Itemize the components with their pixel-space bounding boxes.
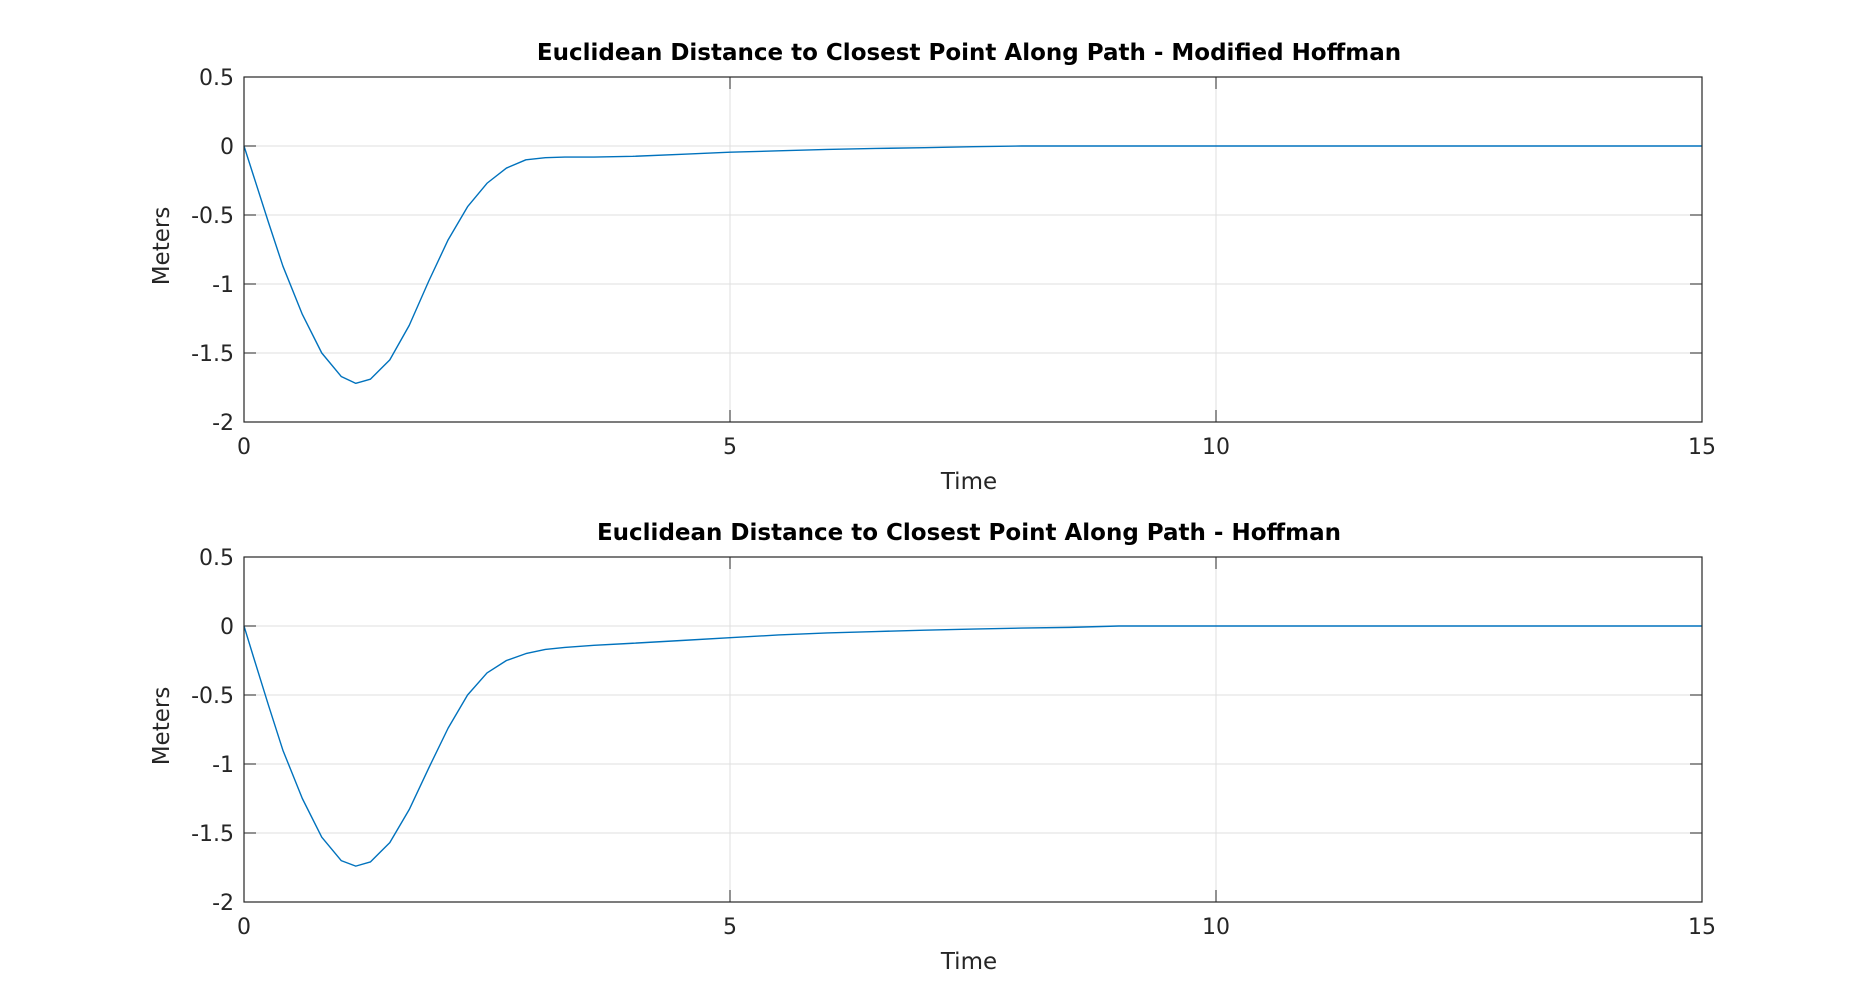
plot-modified-hoffman: 0 5 10 15 0.5 0 -0.5 -1 -1.5 -2 Euclidean Distanc… [149,40,1716,495]
y-tick-label: -0.5 [191,684,234,709]
x-tick-label: 5 [723,435,737,460]
x-tick-label: 10 [1202,435,1230,460]
x-tick-label: 15 [1688,915,1716,940]
series-line [243,625,1702,867]
axes: 0 5 10 15 0.5 0 -0.5 -1 -1.5 -2 [191,546,1716,940]
axes-frame [243,76,1703,423]
y-axis-label: Meters [149,207,175,286]
x-tick-label: 10 [1202,915,1230,940]
y-tick-label: 0 [220,615,234,640]
plot-area [244,557,1702,902]
plot-area [244,77,1702,422]
y-tick-label: -0.5 [191,204,234,229]
y-tick-label: 0.5 [199,546,234,571]
y-axis-label: Meters [149,687,175,766]
y-tick-label: -1 [212,273,234,298]
x-tick-label: 0 [237,915,251,940]
y-tick-label: -2 [212,411,234,436]
x-axis-label: Time [940,469,997,495]
series-line [243,145,1702,385]
plot-hoffman: 0 5 10 15 0.5 0 -0.5 -1 -1.5 -2 Euclidean Distanc… [149,520,1716,975]
x-axis-label: Time [940,949,997,975]
y-tick-label: 0.5 [199,66,234,91]
chart-title: Euclidean Distance to Closest Point Alon… [537,40,1401,66]
x-tick-label: 0 [237,435,251,460]
chart-title: Euclidean Distance to Closest Point Alon… [597,520,1341,546]
axes-frame [243,556,1703,903]
y-tick-label: -1 [212,753,234,778]
y-tick-label: -2 [212,891,234,916]
axes: 0 5 10 15 0.5 0 -0.5 -1 -1.5 -2 [191,66,1716,460]
y-tick-label: 0 [220,135,234,160]
y-tick-label: -1.5 [191,342,234,367]
x-tick-label: 5 [723,915,737,940]
y-tick-label: -1.5 [191,822,234,847]
x-tick-label: 15 [1688,435,1716,460]
